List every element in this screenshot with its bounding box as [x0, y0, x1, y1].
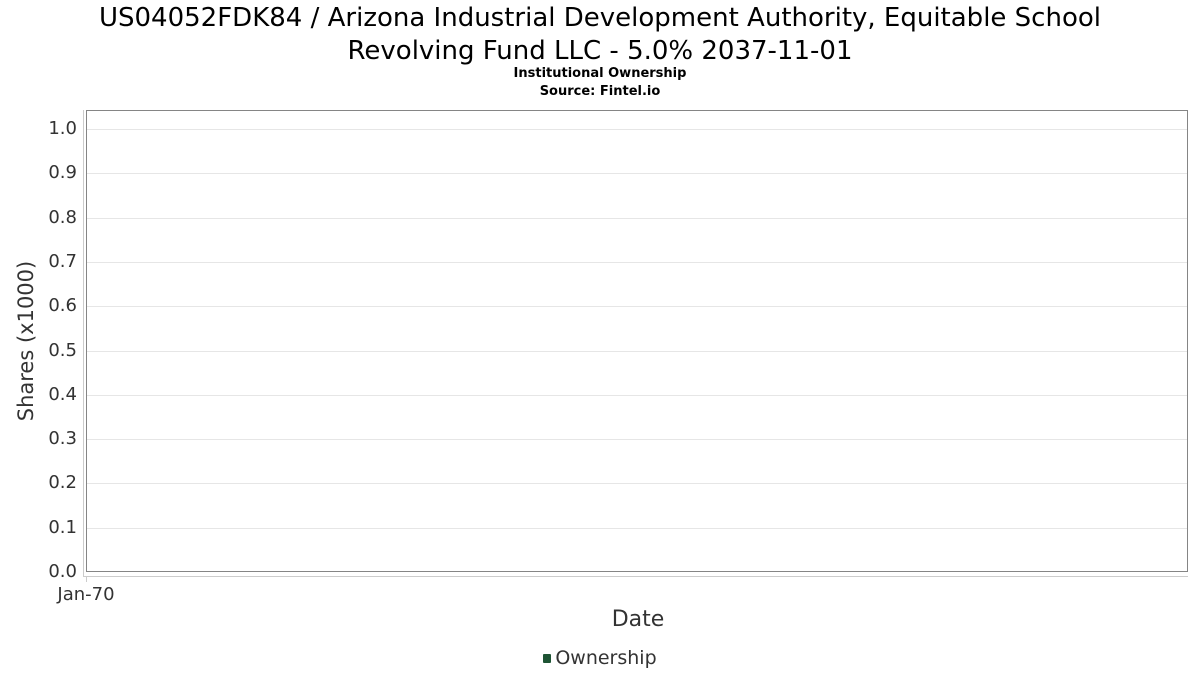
y-axis-tick-label: 0.9 [48, 162, 77, 183]
y-gridline [87, 173, 1187, 174]
y-axis-tick-label: 0.4 [48, 384, 77, 405]
chart-title-line-2: Revolving Fund LLC - 5.0% 2037-11-01 [347, 36, 853, 66]
x-axis-tick-mark [86, 577, 87, 582]
x-axis-tick-label: Jan-70 [57, 584, 115, 605]
y-gridline [87, 483, 1187, 484]
y-gridline [87, 306, 1187, 307]
y-axis-tick-label: 0.1 [48, 517, 77, 538]
y-gridline [87, 439, 1187, 440]
y-axis-tick-label: 0.5 [48, 340, 77, 361]
y-gridline [87, 351, 1187, 352]
plot-area [86, 110, 1188, 572]
y-axis-line [83, 110, 84, 577]
chart-subtitle: Institutional Ownership [513, 66, 687, 81]
chart-title: US04052FDK84 / Arizona Industrial Develo… [0, 2, 1200, 68]
y-axis-tick-label: 0.2 [48, 472, 77, 493]
legend-item-ownership[interactable]: Ownership [0, 644, 1200, 672]
x-axis-title: Date [611, 607, 665, 632]
chart-title-line-1: US04052FDK84 / Arizona Industrial Develo… [98, 3, 1101, 33]
y-gridline [87, 129, 1187, 130]
chart-source-credit: Source: Fintel.io [539, 84, 661, 99]
y-gridline [87, 262, 1187, 263]
y-axis-tick-label: 0.7 [48, 251, 77, 272]
y-axis-tick-label: 0.0 [48, 561, 77, 582]
x-axis-line [83, 576, 1188, 577]
y-gridline [87, 395, 1187, 396]
y-axis-tick-label: 1.0 [48, 118, 77, 139]
y-axis-tick-label: 0.6 [48, 295, 77, 316]
legend-label: Ownership [555, 647, 657, 669]
legend-swatch-icon [543, 653, 552, 663]
y-axis-tick-label: 0.3 [48, 428, 77, 449]
y-gridline [87, 528, 1187, 529]
y-axis-tick-label: 0.8 [48, 207, 77, 228]
y-gridline [87, 218, 1187, 219]
